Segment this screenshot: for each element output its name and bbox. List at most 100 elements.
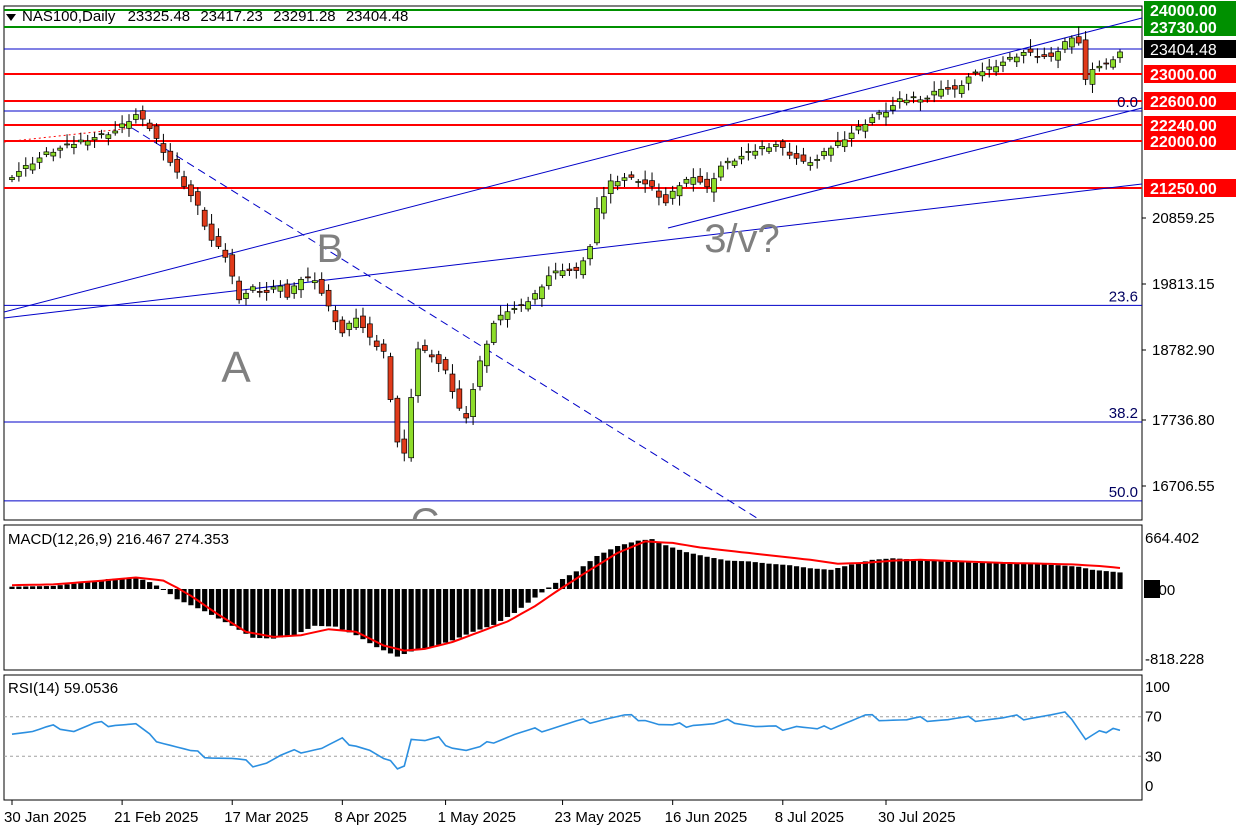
candle [373, 334, 380, 351]
candle-body [945, 87, 951, 90]
candle-body [201, 209, 208, 227]
candle [98, 129, 105, 139]
candle-body [415, 348, 421, 397]
candle-body [951, 85, 958, 90]
candle [188, 180, 194, 203]
macd-bar [1000, 562, 1006, 589]
candle-body [559, 270, 566, 276]
candle [511, 301, 518, 314]
macd-bar [140, 579, 146, 589]
candle-body [958, 85, 965, 94]
macd-bar [353, 589, 359, 636]
channel-upper-line [4, 17, 1142, 313]
candle [1013, 53, 1020, 68]
candle-body [442, 359, 449, 371]
time-tick-label: 8 Jul 2025 [775, 809, 844, 826]
candle [415, 341, 421, 403]
candle [1007, 52, 1013, 62]
candle-body [1089, 69, 1096, 85]
macd-bar [787, 565, 793, 589]
candle [270, 279, 277, 294]
candle-body [139, 110, 146, 120]
candle [552, 262, 559, 280]
candle-body [133, 114, 139, 120]
macd-bar [1103, 571, 1109, 589]
macd-bar [1062, 565, 1068, 589]
candle-body [628, 174, 635, 178]
candle-body [1096, 65, 1103, 69]
macd-bar [57, 585, 63, 589]
candle [387, 352, 394, 403]
macd-bar [319, 589, 325, 627]
candle [1000, 56, 1006, 73]
candle [29, 156, 36, 174]
candle [676, 182, 683, 206]
candle [1041, 47, 1048, 60]
wave-label-C: C [411, 501, 440, 545]
rsi-value: 59.0536 [63, 680, 119, 697]
candle-body [1048, 52, 1055, 57]
fib-label-1: 23.6 [1109, 288, 1138, 305]
macd-bar [470, 589, 476, 632]
macd-bar [965, 562, 972, 589]
candle [1075, 26, 1082, 46]
candle [759, 140, 765, 156]
candle [256, 281, 263, 298]
candle-body [222, 249, 229, 258]
candle [9, 175, 15, 183]
candle-body [841, 139, 848, 148]
macd-bar [759, 562, 765, 589]
candle [194, 187, 201, 215]
candle-body [1041, 54, 1048, 57]
candle-body [236, 280, 242, 301]
candle [972, 69, 979, 76]
candle [353, 308, 359, 330]
candle [669, 185, 676, 205]
ohlc-high: 23417.23 [200, 8, 263, 25]
level-tag-3 [1144, 92, 1236, 110]
macd-bar [608, 549, 614, 589]
collapse-triangle-icon[interactable] [6, 13, 16, 21]
candle [938, 80, 944, 99]
candle [986, 58, 993, 78]
price-panel-frame [3, 5, 1143, 521]
macd-bar [381, 589, 387, 651]
candle-body [545, 275, 552, 287]
candle-body [1075, 36, 1082, 44]
price-tick-label: 17736.80 [1152, 412, 1215, 429]
candle [470, 383, 476, 425]
macd-bar [883, 558, 889, 589]
candle [1020, 49, 1027, 64]
macd-bar [167, 589, 173, 595]
macd-bar [112, 578, 118, 589]
macd-bar [697, 555, 703, 589]
macd-tick-label: 664.402 [1145, 530, 1199, 547]
macd-bar [105, 579, 111, 589]
candle [587, 244, 593, 266]
candle-body [828, 147, 834, 156]
candle [91, 132, 98, 148]
macd-bar [663, 545, 669, 589]
macd-bar [1089, 569, 1096, 589]
candle-body [250, 286, 256, 291]
macd-bar [339, 589, 345, 630]
candle-body [683, 178, 690, 184]
macd-bar [1076, 566, 1082, 589]
candle-body [752, 150, 759, 156]
candle [642, 170, 648, 193]
rsi-tick-label: 0 [1145, 778, 1153, 795]
candle-body [497, 314, 504, 321]
macd-panel-frame [3, 524, 1143, 671]
candle-body [662, 194, 669, 204]
candle [958, 80, 965, 98]
candle [181, 170, 187, 190]
macd-bar [780, 564, 786, 589]
macd-bar [938, 560, 944, 589]
candle [1034, 48, 1041, 64]
macd-bar [119, 578, 125, 589]
candle-body [270, 286, 277, 290]
candle [449, 364, 456, 399]
macd-bar [828, 569, 834, 589]
macd-bar [387, 589, 394, 654]
